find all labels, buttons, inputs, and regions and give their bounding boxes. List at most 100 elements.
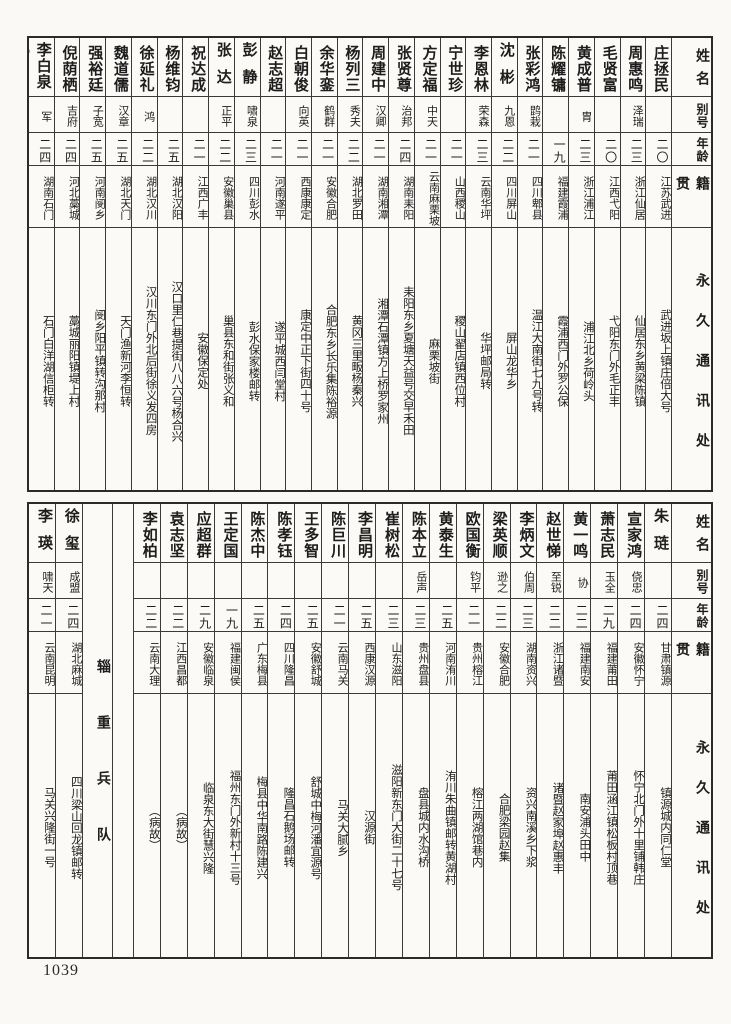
address-cell: 康定中正下街四十号 xyxy=(286,227,311,490)
unit-divider-column: 辎重兵队 xyxy=(81,504,112,957)
person-column: 赵世悌 至锐 二二 浙江诸暨 诸暨赵家埠赵惠丰 xyxy=(536,504,564,957)
address-cell: 盘县城内水沟桥 xyxy=(402,693,429,957)
person-column: 倪荫栖 吉府 二四 河北藁城 藁城丽阳镇堤上村 xyxy=(53,38,80,490)
header-name: 姓名 xyxy=(694,514,709,560)
alias-cell xyxy=(349,562,376,598)
alias-cell: 啸泉 xyxy=(234,96,260,132)
address-cell: 临泉东大街慧兴隆 xyxy=(187,693,214,957)
address-cell: 诸暨赵家埠赵惠丰 xyxy=(537,693,564,957)
alias-cell: 正平 xyxy=(209,96,234,132)
name-cell: 萧志民 xyxy=(598,511,615,559)
person-column: 周惠鸣 泽瑞 二三 浙江仙居 仙居东乡黄梁陈镇 xyxy=(619,38,646,490)
origin-cell: 湖北汉川 xyxy=(131,165,157,227)
name-cell: 李昌明 xyxy=(356,511,373,559)
name-cell: 陈巨川 xyxy=(329,511,346,559)
alias-cell xyxy=(214,562,241,598)
person-column: 余华銮 鹤群 二一 安徽合肥 合肥东乡长乐集陈裕源 xyxy=(310,38,337,490)
person-column: 徐玺 成盟 二四 湖北麻城 四川梁山回龙镇邮转 xyxy=(54,504,82,957)
address-cell: 马关大腻乡 xyxy=(322,693,349,957)
alias-cell xyxy=(268,562,295,598)
origin-cell: 安徽巢县 xyxy=(209,165,234,227)
name-cell: 白朝俊 xyxy=(291,45,308,93)
origin-cell: 安徽临泉 xyxy=(187,631,214,693)
address-cell: 耒阳东乡夏塘天益号交早禾田 xyxy=(389,227,414,490)
name-cell: 彭静 xyxy=(240,42,257,96)
address-cell: 遂平城西闫堂村 xyxy=(260,227,286,490)
origin-cell: 福建闽侯 xyxy=(214,631,241,693)
age-cell: 二四 xyxy=(645,598,671,631)
alias-cell: 中天 xyxy=(414,96,440,132)
person-column: 白朝俊 向英 二一 西康康定 康定中正下街四十号 xyxy=(285,38,311,490)
alias-cell xyxy=(260,96,286,132)
alias-cell: 子宽 xyxy=(80,96,106,132)
origin-cell: 四川郫县 xyxy=(517,165,543,227)
person-column: 梁英顺 逊之 二二 安徽合肥 合肥梁园赵集 xyxy=(482,504,510,957)
alias-cell: 汉卿 xyxy=(363,96,389,132)
name-cell: 张贤尊 xyxy=(394,45,411,93)
spacer-cell xyxy=(113,504,133,957)
person-column: 应超群 二九 安徽临泉 临泉东大街慧兴隆 xyxy=(186,504,214,957)
name-cell: 陈耀镛 xyxy=(549,45,566,93)
address-cell: 榕江两湖馆巷内 xyxy=(456,693,483,957)
age-cell: 二一 xyxy=(29,598,55,631)
name-cell: 杨列三 xyxy=(343,45,360,93)
alias-cell xyxy=(157,96,183,132)
address-cell: 黄冈三里畈杨秦兴 xyxy=(337,227,363,490)
age-cell: 二四 xyxy=(268,598,295,631)
origin-cell: 西康康定 xyxy=(286,165,311,227)
age-cell: 二一 xyxy=(322,598,349,631)
origin-cell: 云南昆明 xyxy=(29,631,55,693)
alias-cell: 胄 xyxy=(569,96,594,132)
age-cell: 二三 xyxy=(376,598,402,631)
age-cell: 二五 xyxy=(106,132,131,165)
origin-cell: 四川屏山 xyxy=(491,165,517,227)
roster-table-top: 姓名 别号 年龄 籍贯 永久通讯处 庄拯民 二〇 江苏武进 武进坂上镇庄倍大号 … xyxy=(27,36,713,492)
age-cell: 二一 xyxy=(183,132,209,165)
name-cell: 赵世悌 xyxy=(544,511,561,559)
alias-cell xyxy=(645,562,671,598)
person-column: 李瑛 啸天 二一 云南昆明 马关兴隆街一号 xyxy=(29,504,55,957)
person-column: 欧国衡 钧平 二一 贵州榕江 榕江两湖馆巷内 xyxy=(455,504,483,957)
alias-cell: 岳声 xyxy=(402,562,429,598)
origin-cell: 湖南石门 xyxy=(29,165,54,227)
unit-divider-label: 辎重兵队 xyxy=(94,658,110,883)
origin-cell: 云南大理 xyxy=(133,631,160,693)
address-cell: 麻栗坡街 xyxy=(414,227,440,490)
age-cell: 二四 xyxy=(29,132,54,165)
address-cell: 巢县东和街张义和 xyxy=(209,227,234,490)
person-column: 魏道儒 汉章 二五 湖北天门 天门渔新河李恒转 xyxy=(105,38,131,490)
origin-cell: 湖南湘潭 xyxy=(363,165,389,227)
person-column: 黄成普 胄 二三 浙江浦江 浦江北乡荷岭头 xyxy=(568,38,594,490)
alias-cell: 逊之 xyxy=(483,562,510,598)
origin-cell: 贵州榕江 xyxy=(456,631,483,693)
name-cell: 袁志坚 xyxy=(167,511,184,559)
age-cell: 二二 xyxy=(337,132,363,165)
origin-cell: 湖北麻城 xyxy=(55,631,82,693)
age-cell: 二五 xyxy=(157,132,183,165)
person-column: 祝达成 二一 江西广丰 安徽保定处 xyxy=(182,38,209,490)
person-column: 宁世珍 二一 山西稷山 稷山翟店镇西位村 xyxy=(439,38,466,490)
name-cell: 魏道儒 xyxy=(111,45,128,93)
age-cell: 二二 xyxy=(491,132,517,165)
person-column: 陈巨川 二一 云南马关 马关大腻乡 xyxy=(321,504,349,957)
origin-cell: 云南马关 xyxy=(322,631,349,693)
origin-cell: 湖北天门 xyxy=(106,165,131,227)
person-column: 方定福 中天 二一 云南麻栗坡 麻栗坡街 xyxy=(413,38,440,490)
age-cell: 二三 xyxy=(620,132,646,165)
name-cell: 赵志超 xyxy=(266,45,283,93)
age-cell: 二二 xyxy=(537,598,564,631)
age-cell: 二四 xyxy=(54,132,80,165)
origin-cell: 甘肃镇源 xyxy=(645,631,671,693)
address-cell: 稷山翟店镇西位村 xyxy=(440,227,466,490)
person-column: 李昌明 二五 西康汉源 汉源街 xyxy=(348,504,376,957)
address-cell: 马关兴隆街一号 xyxy=(29,693,55,957)
origin-cell: 浙江诸暨 xyxy=(537,631,564,693)
origin-cell: 浙江浦江 xyxy=(569,165,594,227)
name-cell: 余华銮 xyxy=(317,45,334,93)
origin-cell: 西康汉源 xyxy=(349,631,376,693)
address-cell: （病故） xyxy=(160,693,187,957)
name-cell: 李瑛 xyxy=(35,508,52,562)
origin-cell: 贵州盘县 xyxy=(402,631,429,693)
age-cell: 二四 xyxy=(389,132,414,165)
age-cell: 二二 xyxy=(160,598,187,631)
